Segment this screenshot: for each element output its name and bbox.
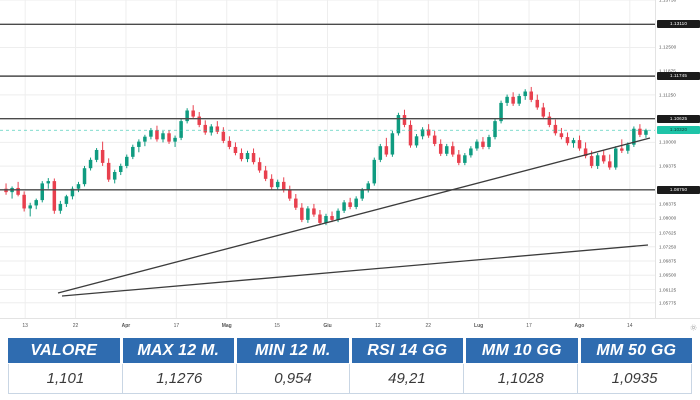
date-tick-label: 13 — [22, 323, 28, 329]
table-value-row: 1,101 1,1276 0,954 49,21 1,1028 1,0935 — [8, 364, 692, 394]
price-tick-label: 1.13750 — [659, 0, 677, 3]
price-tick-label: 1.10000 — [659, 139, 677, 145]
level-price-badge[interactable]: 1.13110 — [657, 20, 700, 29]
candlestick-plot-area[interactable] — [0, 0, 655, 318]
date-tick-label: 22 — [72, 323, 79, 329]
table-header-mm50gg: MM 50 GG — [580, 338, 692, 364]
table-value-valore: 1,101 — [8, 364, 123, 394]
date-tick-label: 15 — [274, 323, 280, 329]
price-chart-panel[interactable]: 1.13750 1.12500 1.11250 1.10000 1.09375 1.083… — [0, 0, 700, 318]
price-tick-label: 1.07625 — [659, 230, 677, 236]
price-axis[interactable]: 1.13750 1.12500 1.11250 1.10000 1.09375 1.083… — [655, 0, 700, 318]
date-tick-label: Mag — [221, 323, 232, 329]
price-tick-label: 1.08375 — [659, 201, 677, 207]
price-tick-label: 1.11250 — [659, 92, 676, 98]
table-header-max12m: MAX 12 M. — [122, 338, 237, 364]
price-tick-label: 1.06125 — [659, 287, 677, 293]
indicator-stats-table: VALORE MAX 12 M. MIN 12 M. RSI 14 GG MM … — [8, 338, 692, 394]
date-tick-label: 17 — [173, 323, 180, 329]
date-tick-label: Giu — [323, 323, 332, 329]
price-tick-label: 1.09375 — [659, 163, 677, 169]
table-value-max12m: 1,1276 — [122, 364, 237, 394]
date-tick-label: Lug — [474, 323, 484, 329]
date-tick-label: 14 — [627, 323, 633, 329]
table-value-min12m: 0,954 — [236, 364, 351, 394]
price-tick-label: 1.06875 — [659, 258, 677, 264]
table-header-min12m: MIN 12 M. — [237, 338, 352, 364]
chart-svg — [0, 0, 655, 318]
date-tick-label: Ago — [574, 323, 585, 329]
table-value-rsi14gg: 49,21 — [350, 364, 465, 394]
level-price-badge[interactable]: 1.10625 — [657, 114, 700, 123]
price-tick-label: 1.12500 — [659, 44, 677, 50]
price-tick-label: 1.06500 — [659, 272, 677, 278]
price-tick-label: 1.07250 — [659, 244, 677, 250]
table-header-mm10gg: MM 10 GG — [466, 338, 581, 364]
current-price-badge[interactable]: 1.10320 — [657, 126, 700, 135]
table-value-mm50gg: 1,0935 — [578, 364, 692, 394]
table-header-rsi14gg: RSI 14 GG — [351, 338, 466, 364]
date-axis[interactable]: 13 22 Apr 17 Mag 15 Giu 12 22 Lug 17 Ago 14 — [0, 318, 700, 336]
price-tick-label: 1.05775 — [659, 300, 677, 306]
date-tick-label: Apr — [121, 323, 131, 329]
date-tick-label: 12 — [375, 323, 381, 329]
level-price-badge[interactable]: 1.11745 — [657, 72, 700, 81]
price-tick-label: 1.08000 — [659, 215, 677, 221]
price-tick-label: 1.11875 — [659, 69, 700, 74]
table-value-mm10gg: 1,1028 — [464, 364, 579, 394]
level-price-badge[interactable]: 1.08750 — [657, 185, 700, 194]
date-tick-label: 17 — [526, 323, 532, 329]
gear-icon[interactable] — [690, 324, 697, 331]
table-header-row: VALORE MAX 12 M. MIN 12 M. RSI 14 GG MM … — [8, 338, 692, 364]
table-header-valore: VALORE — [8, 338, 123, 364]
date-tick-label: 22 — [425, 323, 432, 329]
